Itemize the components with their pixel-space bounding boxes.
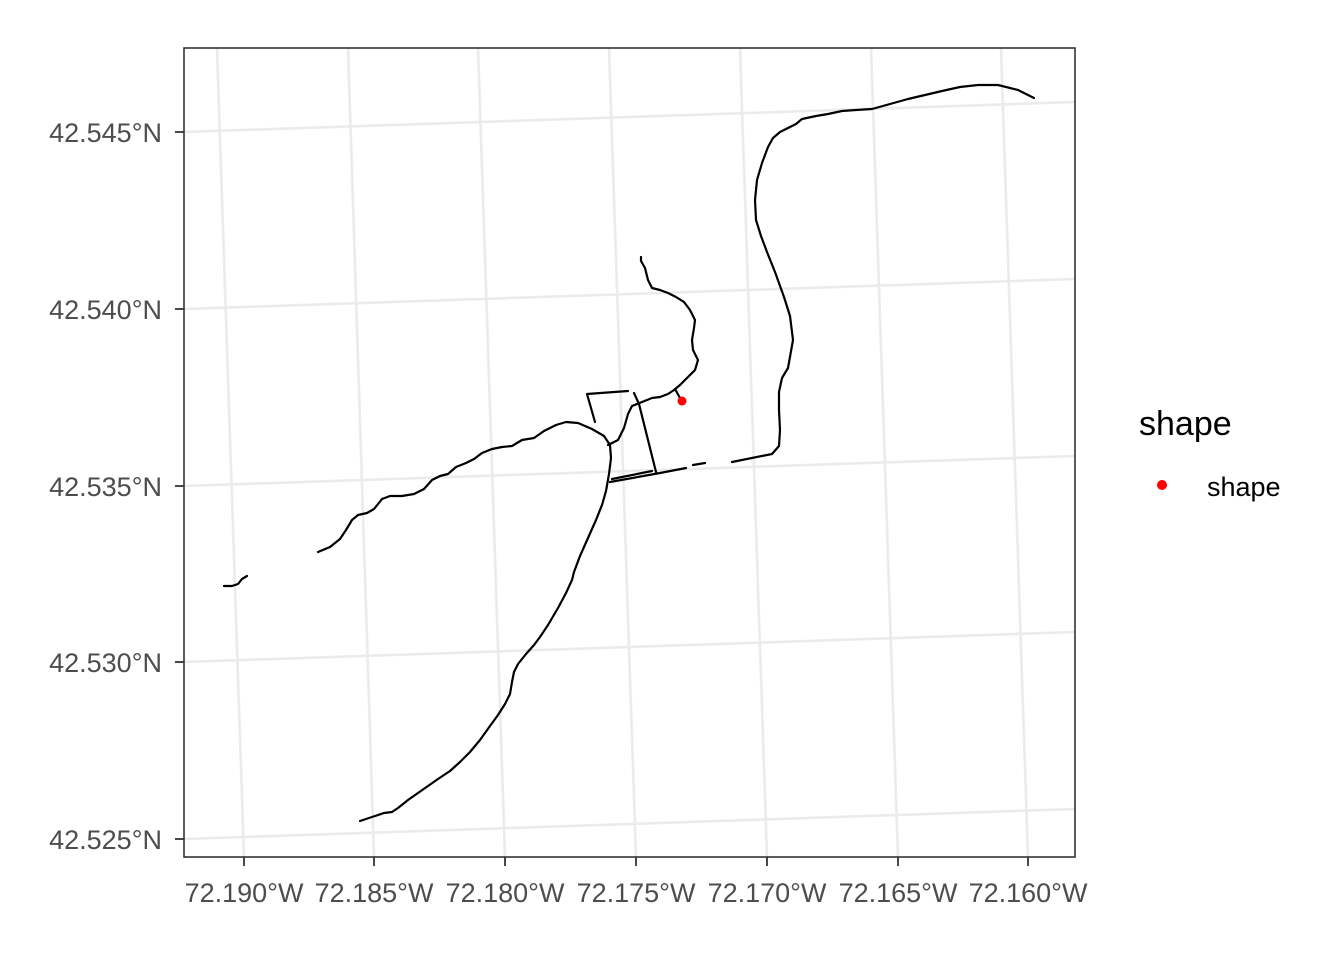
x-tick-label: 72.175°W	[577, 878, 696, 908]
parallel-42-545	[183, 100, 1076, 134]
y-axis: 42.545°N 42.540°N 42.535°N 42.530°N 42.5…	[49, 118, 184, 855]
y-tick-label: 42.545°N	[49, 118, 162, 148]
parallel-42-535	[183, 454, 1076, 488]
y-tick-label: 42.540°N	[49, 295, 162, 325]
meridian-72-175	[607, 47, 638, 858]
line-feature-east-road-b	[610, 469, 654, 481]
map-panel	[183, 47, 1076, 858]
line-feature-block-west	[585, 389, 630, 424]
shape-point	[677, 396, 687, 406]
x-tick-label: 72.170°W	[708, 878, 827, 908]
legend-item-label: shape	[1207, 472, 1281, 502]
line-feature-spur	[673, 387, 682, 400]
parallel-42-530	[183, 630, 1076, 664]
graticule-meridians	[215, 47, 1030, 858]
line-features	[222, 83, 1036, 823]
x-tick-label: 72.165°W	[839, 878, 958, 908]
line-feature-east-road	[608, 466, 688, 484]
x-tick-label: 72.160°W	[969, 878, 1088, 908]
x-tick-label: 72.185°W	[315, 878, 434, 908]
y-tick-label: 42.530°N	[49, 648, 162, 678]
x-tick-label: 72.190°W	[185, 878, 304, 908]
line-feature-block-east	[632, 391, 658, 474]
parallel-42-525	[183, 807, 1076, 841]
point-features	[677, 396, 687, 406]
line-feature-east-road-c	[691, 461, 707, 467]
meridian-72-180	[476, 47, 507, 858]
line-feature-west-stream	[316, 420, 613, 823]
line-feature-north-stream	[606, 255, 700, 447]
panel-background	[184, 48, 1075, 857]
line-feature-east-road-d	[730, 83, 1036, 464]
meridian-72-190	[215, 47, 246, 858]
legend-key-point	[1157, 480, 1167, 490]
legend-title: shape	[1139, 405, 1232, 443]
legend: shape shape	[1139, 405, 1281, 502]
graticule-parallels	[183, 100, 1076, 841]
line-feature-west-stub	[222, 574, 249, 588]
meridian-72-160	[999, 47, 1030, 858]
x-axis: 72.190°W 72.185°W 72.180°W 72.175°W 72.1…	[185, 857, 1088, 908]
x-tick-label: 72.180°W	[446, 878, 565, 908]
y-tick-label: 42.525°N	[49, 825, 162, 855]
meridian-72-165	[869, 47, 900, 858]
meridian-72-185	[346, 47, 376, 858]
meridian-72-170	[738, 47, 769, 858]
y-tick-label: 42.535°N	[49, 472, 162, 502]
parallel-42-540	[183, 277, 1076, 311]
panel-border	[183, 47, 1076, 858]
